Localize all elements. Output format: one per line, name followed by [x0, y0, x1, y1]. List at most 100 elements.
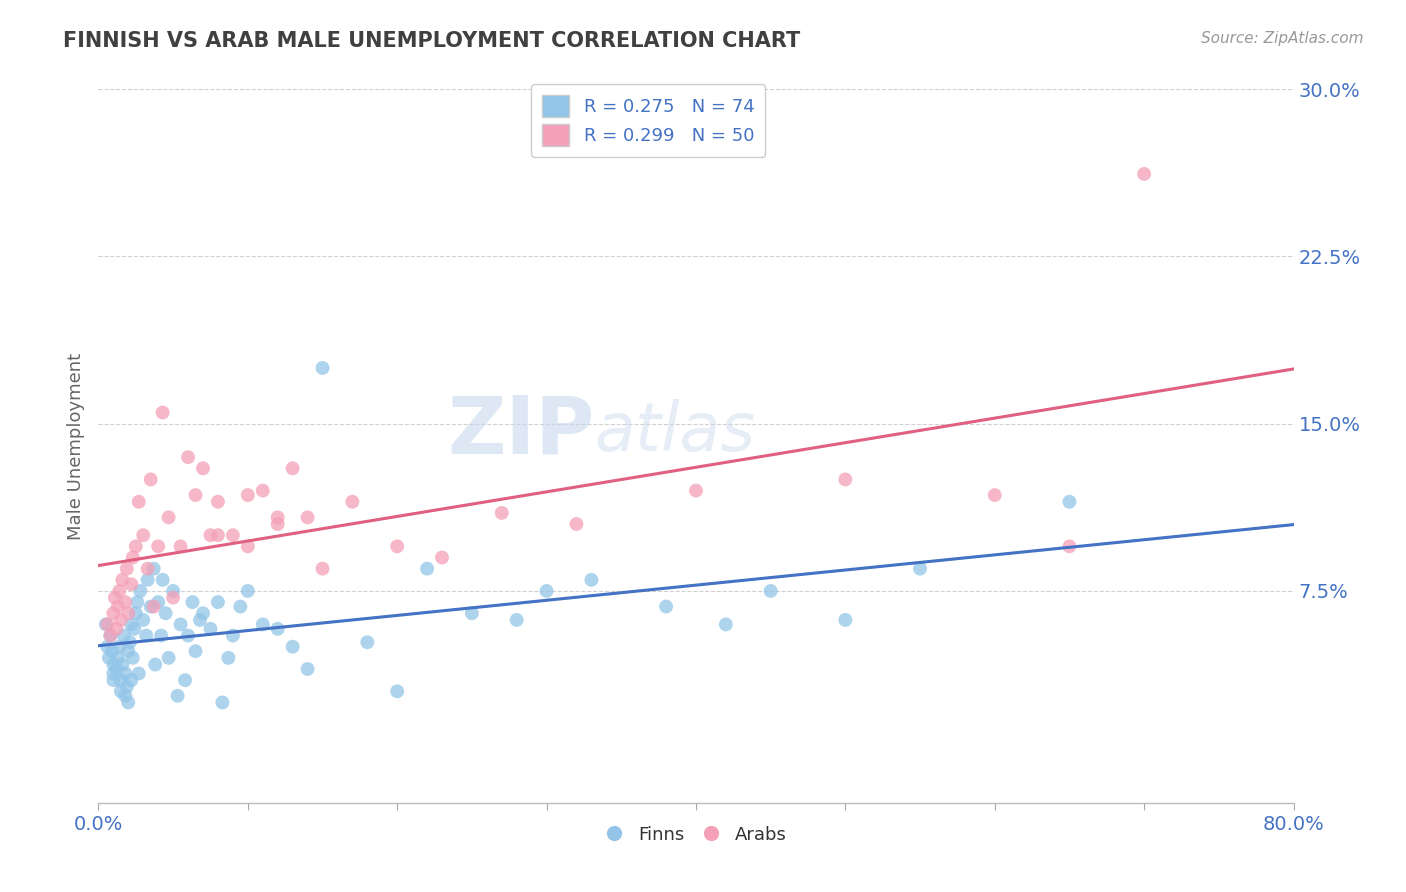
Point [97, 651, 120, 665]
Point [200, 622, 222, 636]
Point [281, 640, 304, 654]
Point [342, 494, 364, 508]
Point [267, 516, 290, 531]
Point [114, 666, 136, 681]
Point [297, 510, 319, 524]
Point [111, 657, 134, 672]
Point [150, 628, 173, 642]
Point [217, 651, 239, 665]
Point [118, 635, 141, 649]
Point [115, 680, 138, 694]
Point [714, 617, 737, 632]
Point [98, 628, 122, 642]
Point [110, 684, 132, 698]
Text: ZIP: ZIP [447, 392, 595, 471]
Point [155, 607, 177, 621]
Point [94, 617, 117, 632]
Point [107, 599, 129, 614]
Point [211, 696, 233, 710]
Point [121, 651, 143, 665]
Point [120, 577, 142, 591]
Point [385, 684, 409, 698]
Point [139, 599, 162, 614]
Point [139, 472, 162, 486]
Point [222, 628, 245, 642]
Point [111, 573, 134, 587]
Point [181, 595, 204, 609]
Point [110, 613, 132, 627]
Point [96, 617, 118, 632]
Point [311, 562, 333, 576]
Point [148, 595, 170, 609]
Point [581, 573, 603, 587]
Point [152, 573, 174, 587]
Point [184, 644, 207, 658]
Point [125, 539, 148, 553]
Point [169, 617, 191, 632]
Point [834, 613, 856, 627]
Point [430, 550, 453, 565]
Point [132, 613, 155, 627]
Point [162, 591, 184, 605]
Point [120, 617, 142, 632]
Point [132, 528, 155, 542]
Point [136, 562, 159, 576]
Point [112, 628, 135, 642]
Point [114, 595, 136, 609]
Point [416, 562, 439, 576]
Point [908, 562, 931, 576]
Point [311, 360, 333, 375]
Point [148, 539, 170, 553]
Point [236, 488, 259, 502]
Point [136, 573, 159, 587]
Point [267, 510, 290, 524]
Point [103, 666, 125, 681]
Text: FINNISH VS ARAB MALE UNEMPLOYMENT CORRELATION CHART: FINNISH VS ARAB MALE UNEMPLOYMENT CORREL… [63, 31, 800, 51]
Point [281, 461, 304, 475]
Point [385, 539, 409, 553]
Point [120, 673, 142, 687]
Point [104, 591, 127, 605]
Point [169, 539, 191, 553]
Point [207, 528, 229, 542]
Point [108, 583, 131, 598]
Point [1133, 167, 1156, 181]
Point [129, 583, 152, 598]
Point [207, 494, 229, 508]
Point [297, 662, 319, 676]
Point [759, 583, 782, 598]
Point [177, 450, 200, 464]
Legend: Finns, Arabs: Finns, Arabs [598, 818, 794, 851]
Point [98, 628, 122, 642]
Point [124, 622, 146, 636]
Point [127, 595, 149, 609]
Point [191, 461, 214, 475]
Point [157, 510, 180, 524]
Point [252, 483, 274, 498]
Point [188, 613, 211, 627]
Point [125, 607, 148, 621]
Point [143, 657, 166, 672]
Point [236, 539, 259, 553]
Point [655, 599, 678, 614]
Point [103, 607, 125, 621]
Point [834, 472, 856, 486]
Point [101, 644, 124, 658]
Point [115, 562, 138, 576]
Point [506, 613, 529, 627]
Point [128, 494, 150, 508]
Point [685, 483, 707, 498]
Point [105, 662, 128, 676]
Point [121, 550, 143, 565]
Point [117, 696, 139, 710]
Text: atlas: atlas [595, 399, 755, 465]
Point [200, 528, 222, 542]
Point [103, 657, 125, 672]
Point [128, 666, 150, 681]
Text: Source: ZipAtlas.com: Source: ZipAtlas.com [1201, 31, 1364, 46]
Point [117, 644, 139, 658]
Point [184, 488, 207, 502]
Point [207, 595, 229, 609]
Point [152, 405, 174, 419]
Point [229, 599, 252, 614]
